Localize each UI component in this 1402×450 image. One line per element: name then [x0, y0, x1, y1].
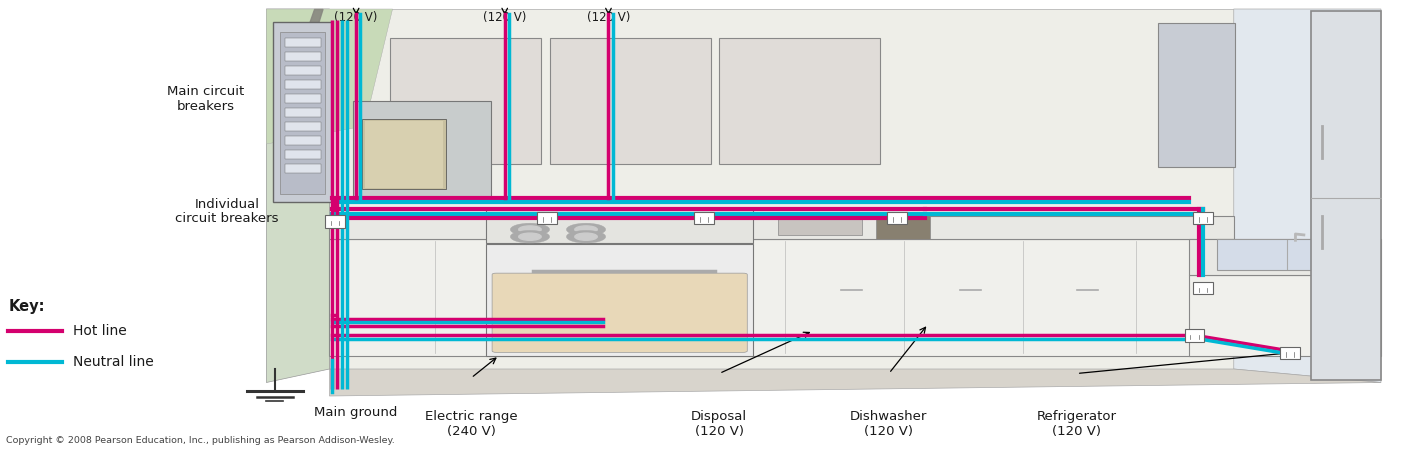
FancyBboxPatch shape — [1189, 274, 1381, 356]
FancyBboxPatch shape — [329, 238, 1234, 356]
Polygon shape — [266, 9, 329, 382]
FancyBboxPatch shape — [390, 38, 541, 164]
FancyBboxPatch shape — [887, 212, 907, 224]
Text: Refrigerator
(120 V): Refrigerator (120 V) — [1036, 410, 1117, 438]
FancyBboxPatch shape — [285, 122, 321, 131]
Circle shape — [575, 233, 597, 240]
Text: Disposal
(120 V): Disposal (120 V) — [691, 410, 747, 438]
Polygon shape — [1234, 9, 1381, 382]
FancyBboxPatch shape — [537, 212, 557, 224]
FancyBboxPatch shape — [1158, 22, 1235, 166]
FancyBboxPatch shape — [285, 108, 321, 117]
FancyBboxPatch shape — [285, 136, 321, 145]
Text: (120 V): (120 V) — [335, 11, 377, 24]
Circle shape — [566, 230, 606, 243]
Text: Electric range
(240 V): Electric range (240 V) — [425, 410, 517, 438]
Text: Main ground: Main ground — [314, 406, 397, 419]
Circle shape — [519, 226, 541, 233]
FancyBboxPatch shape — [285, 150, 321, 159]
FancyBboxPatch shape — [1280, 346, 1300, 359]
Text: Dishwasher
(120 V): Dishwasher (120 V) — [850, 410, 928, 438]
Text: (120 V): (120 V) — [484, 11, 526, 24]
FancyBboxPatch shape — [486, 244, 753, 356]
FancyBboxPatch shape — [353, 101, 491, 200]
FancyBboxPatch shape — [719, 38, 880, 164]
Text: Individual
circuit breakers: Individual circuit breakers — [175, 198, 279, 225]
Circle shape — [566, 223, 606, 236]
Circle shape — [510, 223, 550, 236]
FancyBboxPatch shape — [550, 38, 711, 164]
FancyBboxPatch shape — [1311, 11, 1381, 380]
FancyBboxPatch shape — [1193, 212, 1213, 224]
FancyBboxPatch shape — [486, 209, 753, 243]
FancyBboxPatch shape — [325, 215, 345, 228]
Circle shape — [575, 226, 597, 233]
FancyBboxPatch shape — [1217, 239, 1357, 270]
FancyBboxPatch shape — [365, 121, 443, 188]
FancyBboxPatch shape — [285, 80, 321, 89]
Text: (120 V): (120 V) — [587, 11, 629, 24]
FancyBboxPatch shape — [362, 119, 446, 189]
Text: Hot line: Hot line — [73, 324, 126, 338]
FancyBboxPatch shape — [285, 164, 321, 173]
FancyBboxPatch shape — [280, 32, 325, 194]
FancyBboxPatch shape — [1189, 238, 1381, 274]
FancyBboxPatch shape — [329, 216, 1234, 239]
Polygon shape — [329, 369, 1381, 396]
Text: Main circuit
breakers: Main circuit breakers — [167, 85, 245, 113]
Polygon shape — [266, 9, 393, 144]
Text: Key:: Key: — [8, 298, 45, 314]
Text: Neutral line: Neutral line — [73, 355, 154, 369]
Polygon shape — [329, 9, 1234, 369]
FancyBboxPatch shape — [285, 66, 321, 75]
FancyBboxPatch shape — [285, 38, 321, 47]
Circle shape — [510, 230, 550, 243]
FancyBboxPatch shape — [492, 273, 747, 352]
FancyBboxPatch shape — [778, 217, 862, 235]
Circle shape — [519, 233, 541, 240]
FancyBboxPatch shape — [1193, 282, 1213, 294]
FancyBboxPatch shape — [285, 52, 321, 61]
FancyBboxPatch shape — [285, 94, 321, 103]
FancyBboxPatch shape — [1185, 329, 1204, 342]
FancyBboxPatch shape — [273, 22, 332, 202]
FancyBboxPatch shape — [694, 212, 714, 224]
FancyBboxPatch shape — [876, 212, 930, 238]
Text: Copyright © 2008 Pearson Education, Inc., publishing as Pearson Addison-Wesley.: Copyright © 2008 Pearson Education, Inc.… — [6, 436, 394, 445]
